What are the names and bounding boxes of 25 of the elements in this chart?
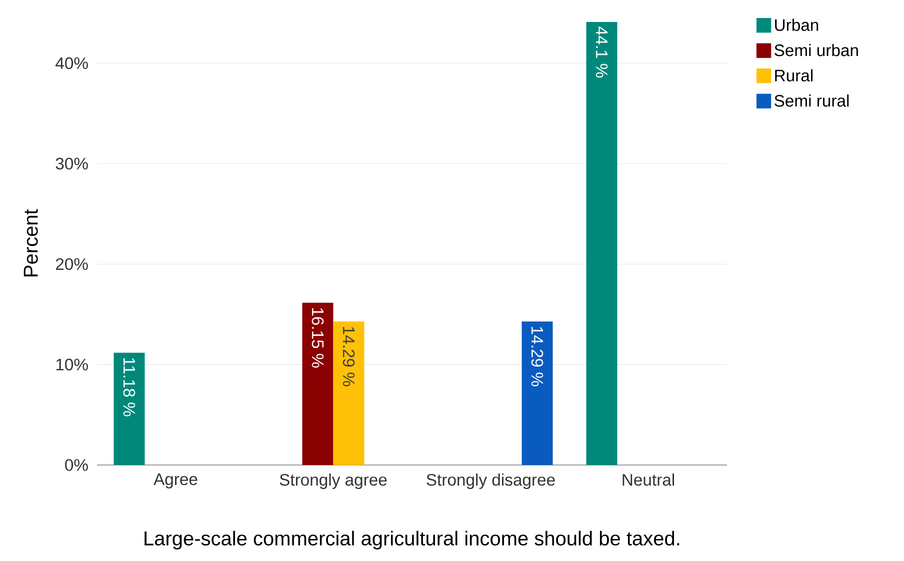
- x-tick-label: Strongly disagree: [426, 473, 555, 490]
- x-tick-label: Strongly agree: [280, 473, 387, 490]
- y-tick-label: 20%: [56, 258, 88, 270]
- bar: [302, 302, 334, 465]
- legend-label: Semi rural: [774, 94, 849, 107]
- data-label: 11.18 %: [123, 358, 136, 416]
- data-label: 14.29 %: [342, 326, 355, 386]
- data-label: 14.29 %: [531, 326, 544, 386]
- x-tick-label: Neutral: [622, 473, 674, 486]
- data-label: 16.15 %: [312, 308, 324, 368]
- data-label: 44.1 %: [596, 26, 608, 78]
- bar: [522, 321, 553, 465]
- y-tick-label: 30%: [56, 158, 88, 170]
- legend-label: Semi urban: [774, 44, 858, 56]
- y-axis-title: Percent: [24, 209, 38, 276]
- y-tick-label: 40%: [56, 57, 88, 70]
- bar: [333, 321, 364, 465]
- y-tick-label: 10%: [56, 358, 88, 370]
- bar: [114, 352, 145, 465]
- x-axis-title: Large-scale commercial agricultural income should be taxed.: [144, 530, 680, 550]
- y-tick-label: 0%: [65, 459, 88, 471]
- x-tick-label: Agree: [154, 473, 198, 488]
- legend-label: Rural: [775, 69, 813, 82]
- bar: [586, 22, 618, 465]
- legend-label: Urban: [775, 18, 818, 31]
